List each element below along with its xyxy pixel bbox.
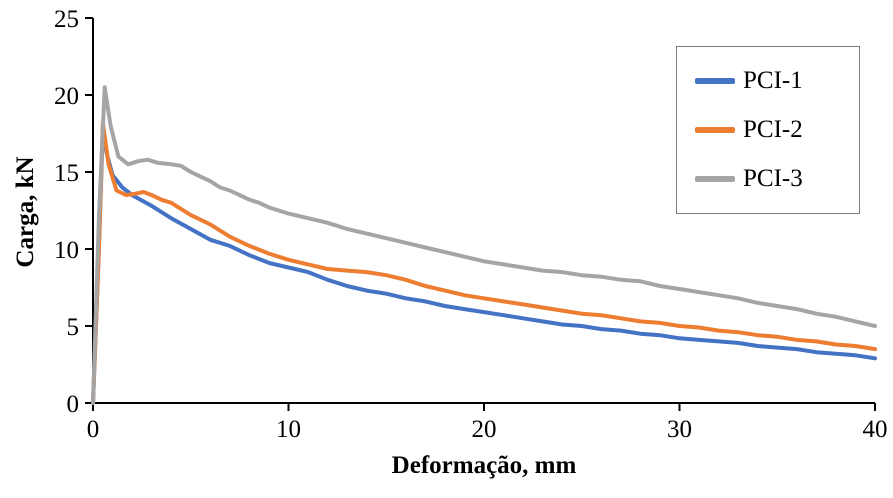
- x-tick-label: 40: [863, 416, 888, 443]
- legend-label-pci-3: PCI-3: [743, 164, 803, 192]
- x-tick-label: 0: [87, 416, 100, 443]
- legend: PCI-1 PCI-2 PCI-3: [676, 46, 860, 214]
- y-tick-label: 10: [54, 237, 79, 264]
- x-tick-label: 20: [472, 416, 497, 443]
- y-tick-label: 15: [54, 160, 79, 187]
- series-line-pci-2: [91, 120, 877, 405]
- legend-item-pci-2: PCI-2: [695, 116, 859, 144]
- x-tick-label: 10: [276, 416, 301, 443]
- y-tick-label: 0: [67, 391, 80, 418]
- x-tick-label: 30: [667, 416, 692, 443]
- legend-label-pci-2: PCI-2: [743, 115, 803, 143]
- x-axis-title: Deformação, mm: [391, 452, 577, 479]
- y-axis-title: Carga, kN: [12, 156, 39, 268]
- series-line-pci-3: [91, 85, 877, 405]
- legend-swatch-pci-1: [695, 78, 735, 85]
- y-tick-label: 25: [54, 6, 79, 33]
- legend-swatch-pci-3: [695, 175, 735, 182]
- y-tick-label: 5: [67, 314, 80, 341]
- legend-item-pci-1: PCI-1: [695, 67, 859, 95]
- y-tick-label: 20: [54, 83, 79, 110]
- legend-label-pci-1: PCI-1: [743, 67, 803, 95]
- legend-item-pci-3: PCI-3: [695, 165, 859, 193]
- series-line-pci-1: [91, 126, 877, 405]
- legend-swatch-pci-2: [695, 126, 735, 133]
